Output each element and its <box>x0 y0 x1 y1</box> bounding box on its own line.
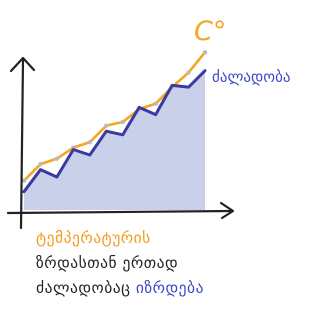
caption-temperature: ტემპერატურის <box>36 229 151 247</box>
temperature-point <box>186 70 191 75</box>
y-axis-arrow-icon <box>9 56 36 73</box>
temperature-point <box>104 123 109 128</box>
strength-series-line <box>22 69 207 194</box>
temperature-point <box>54 156 60 161</box>
caption-strength: ძალადობაც <box>36 279 131 297</box>
temperature-point <box>38 161 43 167</box>
caption-line-1: ტემპერატურის <box>36 226 336 251</box>
chart-figure: C° ძალადობა <box>6 16 290 230</box>
strength-series-label: ძალადობა <box>212 68 290 86</box>
caption-line-2: ზრდასთან ერთად <box>36 251 336 276</box>
temperature-point <box>120 119 125 125</box>
strength-area-fill <box>24 70 205 211</box>
x-axis-arrow-icon <box>219 201 235 220</box>
chart-caption: ტემპერატურის ზრდასთან ერთად ძალადობაც იზ… <box>36 226 336 301</box>
temperature-series-label: C° <box>194 16 226 47</box>
temperature-point <box>202 50 208 55</box>
temperature-point <box>153 101 158 106</box>
y-axis <box>19 58 25 230</box>
chart-marks <box>21 50 208 194</box>
temperature-point <box>21 178 27 183</box>
caption-line-3: ძალადობაც იზრდება <box>36 276 336 301</box>
caption-along-with: ზრდასთან ერთად <box>36 254 179 272</box>
temperature-point <box>87 139 93 145</box>
x-axis <box>6 209 234 215</box>
caption-increases: იზრდება <box>135 279 204 297</box>
